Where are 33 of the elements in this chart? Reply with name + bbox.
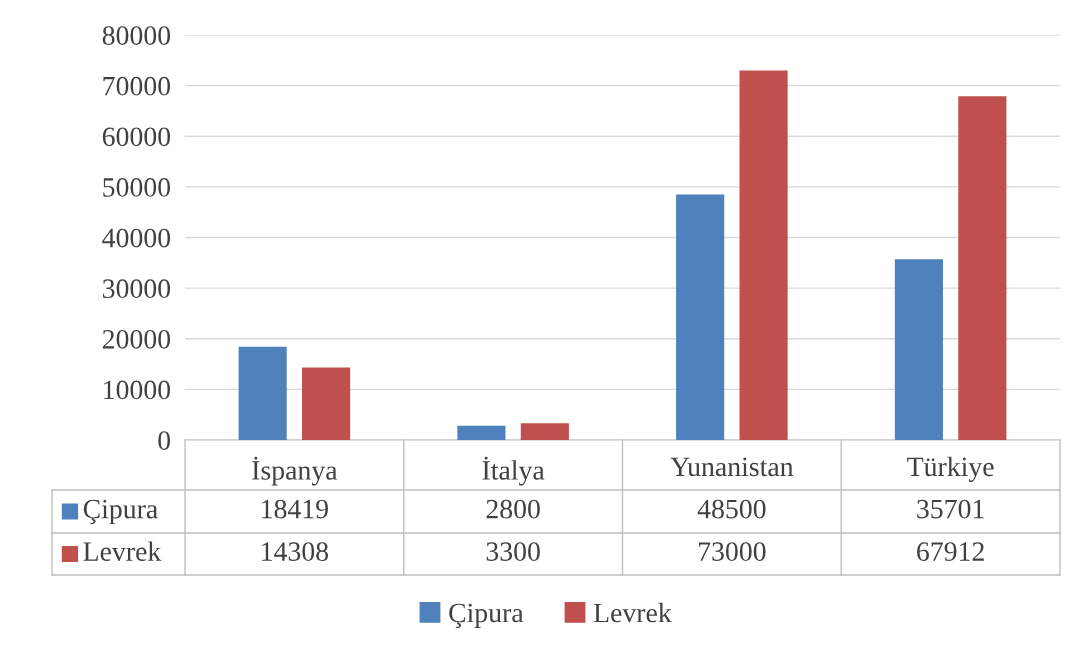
bar — [676, 194, 725, 440]
y-tick-label: 30000 — [102, 279, 171, 299]
data-label: 3300 — [486, 542, 540, 561]
data-label: 67912 — [917, 542, 984, 561]
data-label: 2800 — [486, 499, 540, 519]
x-tick-label: İtalya — [482, 456, 545, 486]
legend-label: Levrek — [593, 602, 672, 623]
x-tick-label: İspanya — [252, 456, 338, 486]
y-tick-label: 0 — [158, 431, 171, 450]
x-tick-label: Türkiye — [907, 456, 994, 482]
y-tick-label: 60000 — [102, 127, 171, 147]
bar — [894, 259, 943, 440]
bar — [238, 346, 287, 440]
text: Çipura — [449, 603, 524, 628]
bar — [302, 367, 351, 440]
data-label: 35701 — [917, 499, 984, 519]
text: Levrek — [83, 541, 162, 561]
bar — [958, 96, 1007, 440]
y-tick-label: 20000 — [102, 329, 171, 349]
bar — [739, 70, 788, 440]
y-tick-label: 80000 — [102, 26, 171, 45]
y-tick-label: 40000 — [102, 228, 171, 248]
data-label: 14308 — [262, 542, 329, 561]
y-tick-label: 70000 — [103, 76, 171, 96]
legend-label: Çipura — [83, 499, 158, 525]
data-label: 18419 — [262, 499, 328, 519]
data-label: 48500 — [697, 499, 766, 519]
x-tick-label: Yunanistan — [670, 457, 794, 477]
bar — [520, 423, 569, 440]
bar — [457, 425, 506, 440]
y-tick-label: 10000 — [104, 380, 171, 400]
data-label: 73000 — [698, 542, 766, 561]
y-tick-label: 50000 — [103, 178, 171, 197]
